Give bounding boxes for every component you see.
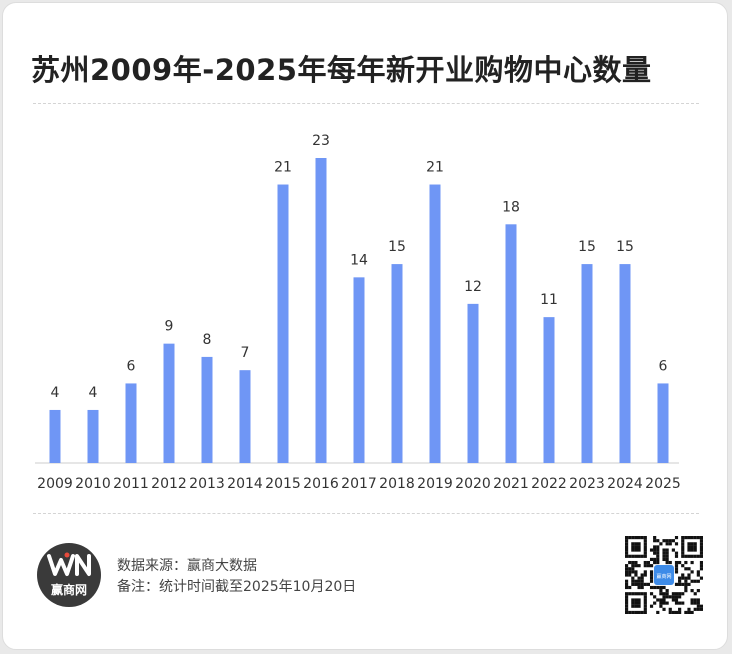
data-label-2009: 4 <box>51 385 60 401</box>
x-tick-2018: 2018 <box>379 476 415 492</box>
x-tick-2017: 2017 <box>341 476 377 492</box>
bar-2025 <box>657 383 669 463</box>
bar-2018 <box>391 264 403 463</box>
brand-mark-icon <box>47 552 91 576</box>
data-label-2021: 18 <box>502 199 520 215</box>
bar-2023 <box>581 264 593 463</box>
data-label-2019: 21 <box>426 160 444 176</box>
bar-2013 <box>201 356 213 463</box>
bar-2019 <box>429 184 441 464</box>
x-tick-2011: 2011 <box>113 476 149 492</box>
bar-2009 <box>49 409 61 463</box>
x-tick-2014: 2014 <box>227 476 263 492</box>
data-label-2015: 21 <box>274 160 292 176</box>
x-tick-2021: 2021 <box>493 476 529 492</box>
data-label-2020: 12 <box>464 279 482 295</box>
x-tick-2023: 2023 <box>569 476 605 492</box>
data-label-2010: 4 <box>89 385 98 401</box>
bar-2010 <box>87 409 99 463</box>
x-tick-2009: 2009 <box>37 476 73 492</box>
qr-badge-text: 赢商网 <box>656 573 671 580</box>
footer-divider <box>33 513 699 514</box>
chart-title: 苏州2009年-2025年每年新开业购物中心数量 <box>31 53 652 87</box>
data-label-2012: 9 <box>165 319 174 335</box>
bar-2012 <box>163 343 175 463</box>
x-tick-2012: 2012 <box>151 476 187 492</box>
bar-2024 <box>619 264 631 463</box>
bar-chart: 4 4 6 9 8 7 21 23 14 15 21 12 18 11 15 15 6 2009 2010 2011… <box>35 133 681 492</box>
x-tick-2013: 2013 <box>189 476 225 492</box>
brand-logo: 赢商网 <box>37 543 101 607</box>
data-label-2024: 15 <box>616 239 634 255</box>
data-label-2022: 11 <box>540 292 558 308</box>
bar-2021 <box>505 224 517 463</box>
bar-2016 <box>315 158 327 463</box>
x-tick-2022: 2022 <box>531 476 567 492</box>
x-tick-2024: 2024 <box>607 476 643 492</box>
data-label-2011: 6 <box>127 358 136 374</box>
x-tick-2019: 2019 <box>417 476 453 492</box>
bar-2017 <box>353 277 365 463</box>
qr-code: 赢商网 <box>625 536 703 614</box>
x-tick-2016: 2016 <box>303 476 339 492</box>
data-source: 数据来源：赢商大数据 <box>117 558 257 574</box>
bar-2020 <box>467 303 479 463</box>
title-divider <box>33 103 699 104</box>
x-tick-2020: 2020 <box>455 476 491 492</box>
bar-2011 <box>125 383 137 463</box>
data-label-2018: 15 <box>388 239 406 255</box>
x-tick-2025: 2025 <box>645 476 681 492</box>
data-label-2017: 14 <box>350 252 368 268</box>
data-label-2016: 23 <box>312 133 330 149</box>
brand-logo-text: 赢商网 <box>50 583 87 597</box>
bar-2014 <box>239 370 251 463</box>
x-tick-2015: 2015 <box>265 476 301 492</box>
data-label-2023: 15 <box>578 239 596 255</box>
bar-2015 <box>277 184 289 464</box>
bar-2022 <box>543 317 555 463</box>
qr-badge <box>654 565 674 585</box>
data-label-2014: 7 <box>241 345 250 361</box>
data-label-2013: 8 <box>203 332 212 348</box>
x-tick-2010: 2010 <box>75 476 111 492</box>
data-note: 备注：统计时间截至2025年10月20日 <box>117 579 357 595</box>
data-label-2025: 6 <box>659 358 668 374</box>
